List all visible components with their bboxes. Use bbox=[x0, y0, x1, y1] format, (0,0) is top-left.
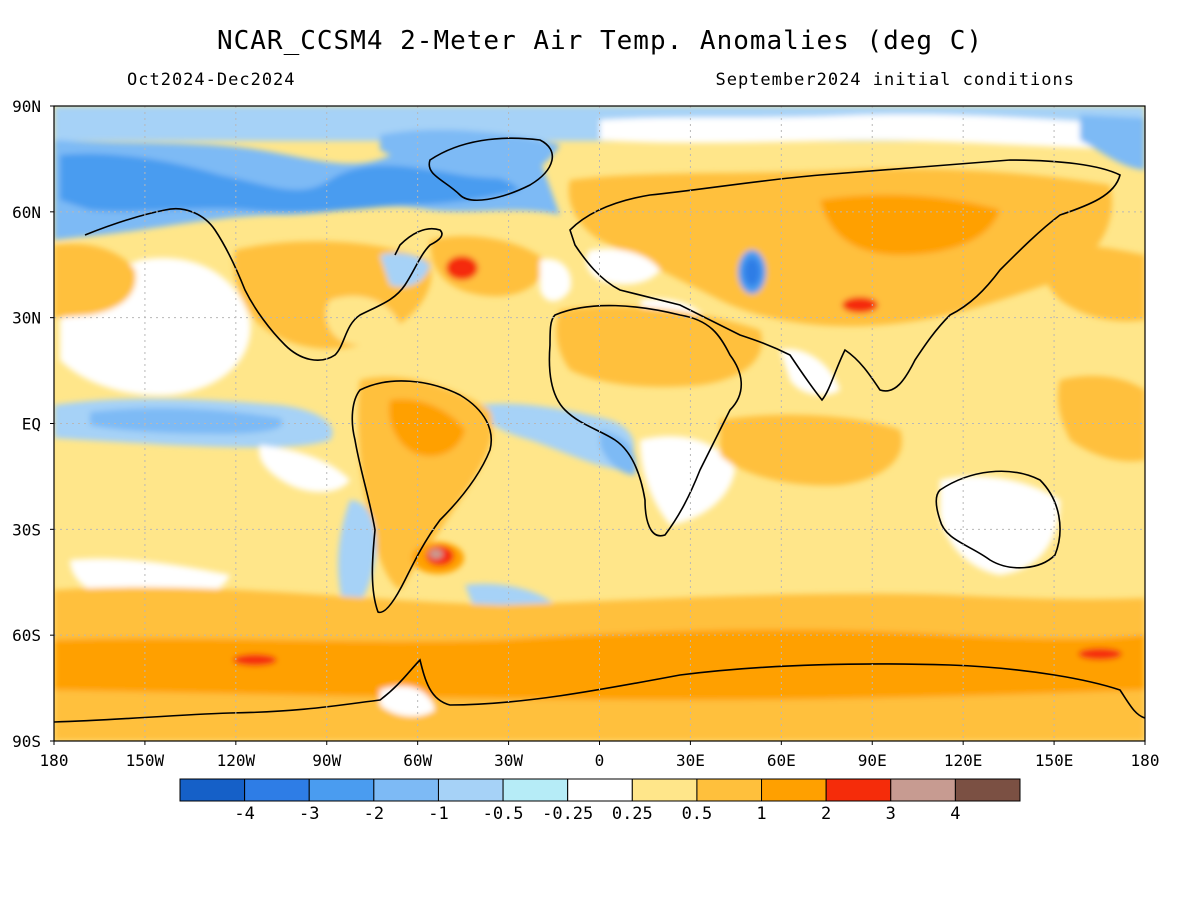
legend-swatch bbox=[308, 778, 375, 802]
lat-tick-label: 60N bbox=[12, 203, 41, 222]
chile-cold bbox=[338, 500, 377, 610]
lon-tick-label: 60W bbox=[403, 751, 432, 770]
legend-label: 4 bbox=[950, 804, 960, 824]
great-lakes-cold bbox=[380, 253, 430, 287]
lon-tick-label: 90E bbox=[858, 751, 887, 770]
antarctica-coast bbox=[54, 658, 1145, 723]
sw-europe-neutral bbox=[586, 248, 660, 285]
lon-tick-label: 180 bbox=[1131, 751, 1160, 770]
australia-neutral bbox=[940, 476, 1060, 575]
lat-tick-label: 30S bbox=[12, 520, 41, 539]
se-usa bbox=[325, 296, 400, 345]
indian-ocean-warm bbox=[720, 414, 902, 486]
azores-neutral bbox=[540, 259, 571, 302]
lon-tick-label: 0 bbox=[595, 751, 605, 770]
forecast-period: Oct2024-Dec2024 bbox=[127, 70, 296, 90]
latitude-axis: 90N 60N 30N EQ 30S 60S 90S bbox=[12, 97, 54, 751]
graticule bbox=[54, 106, 1145, 741]
coastlines bbox=[54, 137, 1145, 723]
lon-tick-label: 150E bbox=[1035, 751, 1074, 770]
eurasia-coast bbox=[569, 159, 1121, 402]
legend-swatch bbox=[825, 778, 892, 802]
east-pacific-neutral bbox=[259, 445, 350, 492]
lat-tick-label: 90S bbox=[12, 732, 41, 751]
legend-label: -1 bbox=[428, 804, 448, 824]
legend-swatch bbox=[244, 778, 310, 802]
tropical-pacific-colder bbox=[90, 408, 283, 434]
natl-warm bbox=[430, 236, 545, 297]
legend-label: -2 bbox=[364, 804, 384, 824]
anomaly-field bbox=[54, 106, 1145, 741]
lon-tick-label: 150W bbox=[126, 751, 165, 770]
argentina-hottest bbox=[429, 549, 443, 559]
legend-label: 2 bbox=[821, 804, 831, 824]
legend-label: -0.25 bbox=[542, 804, 593, 824]
legend-label: 1 bbox=[756, 804, 766, 824]
so-hotspot-west bbox=[233, 654, 277, 666]
legend-swatch bbox=[437, 778, 504, 802]
amazon-hot bbox=[389, 399, 465, 457]
south-america-coast bbox=[351, 380, 492, 614]
initial-conditions: September2024 initial conditions bbox=[715, 70, 1075, 90]
legend-swatch bbox=[373, 778, 439, 802]
greenland-coast bbox=[428, 137, 554, 201]
legend-label: 0.25 bbox=[612, 804, 653, 824]
greenland-cold bbox=[380, 129, 560, 179]
legend-label: 0.5 bbox=[682, 804, 713, 824]
legend-swatch bbox=[502, 778, 569, 802]
legend-swatch bbox=[631, 778, 698, 802]
lon-tick-label: 60E bbox=[767, 751, 796, 770]
legend-label: 3 bbox=[886, 804, 896, 824]
australia-coast bbox=[935, 470, 1061, 569]
caspian-colder bbox=[744, 258, 760, 286]
tibet-hotspot bbox=[842, 297, 878, 313]
bering-cold bbox=[1080, 115, 1145, 170]
lat-tick-label: 90N bbox=[12, 97, 41, 116]
legend-swatch bbox=[890, 778, 956, 802]
wpac-warm bbox=[1058, 375, 1145, 462]
lon-tick-label: 120E bbox=[944, 751, 983, 770]
lon-tick-label: 30E bbox=[676, 751, 705, 770]
page-title: NCAR_CCSM4 2-Meter Air Temp. Anomalies (… bbox=[216, 26, 984, 56]
legend-swatch bbox=[954, 778, 1021, 802]
npac-warm bbox=[54, 243, 136, 318]
lon-tick-label: 90W bbox=[312, 751, 341, 770]
legend-label: -3 bbox=[299, 804, 319, 824]
lon-tick-label: 120W bbox=[217, 751, 256, 770]
legend-swatch bbox=[179, 778, 246, 802]
tropical-atlantic-cold bbox=[480, 403, 634, 470]
africa-coast bbox=[548, 304, 742, 537]
legend-swatch bbox=[761, 778, 827, 802]
lat-tick-label: 60S bbox=[12, 626, 41, 645]
lat-tick-label: 30N bbox=[12, 309, 41, 328]
south-africa-neutral bbox=[640, 436, 735, 525]
siberia-hot bbox=[820, 194, 1000, 255]
canada-colder bbox=[60, 153, 520, 213]
longitude-axis: 180 150W 120W 90W 60W 30W 0 30E 60E 90E 120E 150E 18… bbox=[40, 741, 1160, 770]
nafrica-warm bbox=[556, 306, 762, 387]
legend-label: -4 bbox=[234, 804, 254, 824]
legend-swatch bbox=[567, 778, 633, 802]
lat-tick-label: EQ bbox=[22, 415, 41, 434]
lon-tick-label: 30W bbox=[494, 751, 523, 770]
lon-tick-label: 180 bbox=[40, 751, 69, 770]
natl-hotspot bbox=[446, 256, 478, 280]
north-america-coast bbox=[84, 208, 443, 361]
so-hotspot-east bbox=[1078, 648, 1122, 660]
antarctic-peninsula-neutral bbox=[380, 686, 435, 717]
siberian-arctic bbox=[600, 114, 1145, 150]
gulf-guinea-cold bbox=[600, 430, 636, 475]
legend-label: -0.5 bbox=[483, 804, 524, 824]
india-neutral bbox=[780, 349, 840, 396]
color-legend: -4 -3 -2 -1 -0.5 -0.25 0.25 0.5 1 2 3 4 bbox=[179, 778, 1021, 824]
legend-swatch bbox=[696, 778, 763, 802]
